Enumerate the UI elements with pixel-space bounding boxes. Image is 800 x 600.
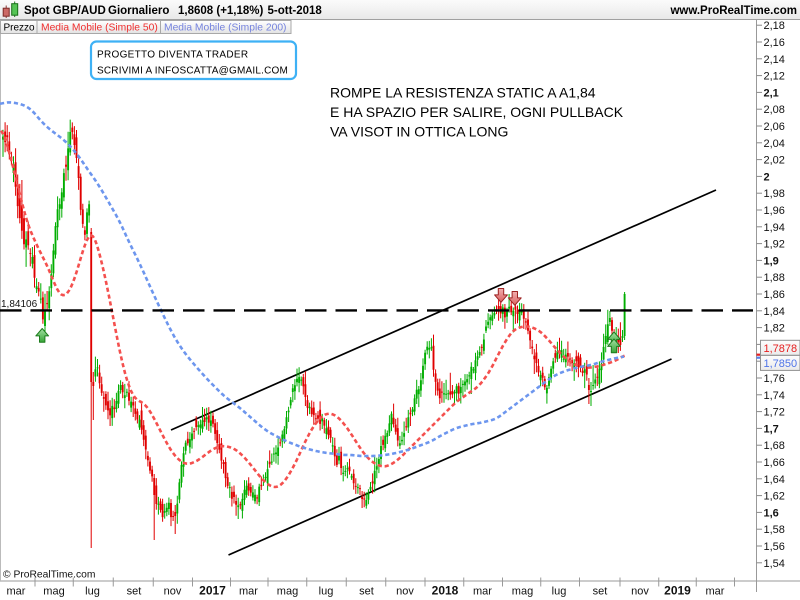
svg-text:1,7850: 1,7850 [764, 358, 798, 370]
svg-text:set: set [359, 586, 374, 598]
svg-text:2,04: 2,04 [764, 138, 785, 150]
svg-text:1,54: 1,54 [764, 558, 785, 570]
svg-text:Giornaliero: Giornaliero [108, 5, 169, 17]
svg-text:mag: mag [277, 586, 298, 598]
svg-text:nov: nov [396, 586, 414, 598]
svg-text:2,08: 2,08 [764, 104, 785, 116]
svg-text:© ProRealTime.com: © ProRealTime.com [3, 570, 95, 581]
svg-text:1,72: 1,72 [764, 407, 785, 419]
svg-text:mar: mar [706, 586, 725, 598]
svg-text:2: 2 [764, 171, 770, 183]
svg-text:1,7878: 1,7878 [764, 343, 798, 355]
svg-text:lug: lug [319, 586, 334, 598]
svg-text:PROGETTO DIVENTA TRADER: PROGETTO DIVENTA TRADER [97, 50, 248, 61]
svg-text:1,82: 1,82 [764, 323, 785, 335]
svg-text:1,96: 1,96 [764, 205, 785, 217]
svg-text:Media Mobile (Simple 200): Media Mobile (Simple 200) [164, 23, 286, 34]
svg-text:2,12: 2,12 [764, 71, 785, 83]
svg-text:1,68: 1,68 [764, 440, 785, 452]
svg-text:mag: mag [43, 586, 64, 598]
svg-text:1,86: 1,86 [764, 289, 785, 301]
svg-text:nov: nov [631, 586, 649, 598]
svg-text:1,74: 1,74 [764, 390, 785, 402]
svg-text:1,98: 1,98 [764, 188, 785, 200]
svg-text:1,62: 1,62 [764, 491, 785, 503]
svg-text:Prezzo: Prezzo [4, 23, 36, 34]
svg-text:nov: nov [164, 586, 182, 598]
svg-text:lug: lug [85, 586, 100, 598]
svg-text:1,7: 1,7 [764, 423, 779, 435]
svg-text:2,14: 2,14 [764, 54, 785, 66]
svg-text:SCRIVIMI A INFOSCATTA@GMAIL.CO: SCRIVIMI A INFOSCATTA@GMAIL.COM [97, 66, 288, 77]
svg-text:1,58: 1,58 [764, 524, 785, 536]
svg-text:mar: mar [473, 586, 492, 598]
svg-text:1,64: 1,64 [764, 474, 785, 486]
svg-text:2017: 2017 [199, 584, 226, 598]
svg-text:2,02: 2,02 [764, 155, 785, 167]
svg-text:mar: mar [239, 586, 258, 598]
svg-text:mar: mar [7, 586, 26, 598]
svg-text:1,76: 1,76 [764, 373, 785, 385]
svg-text:E HA SPAZIO PER SALIRE, OGNI P: E HA SPAZIO PER SALIRE, OGNI PULLBACK [330, 104, 624, 120]
svg-text:2019: 2019 [664, 584, 691, 598]
svg-text:2,16: 2,16 [764, 37, 785, 49]
svg-text:1,8608 (+1,18%): 1,8608 (+1,18%) [178, 5, 264, 17]
svg-text:2,06: 2,06 [764, 121, 785, 133]
svg-text:VA VISOT IN OTTICA LONG: VA VISOT IN OTTICA LONG [330, 124, 508, 140]
svg-text:1,9: 1,9 [764, 255, 779, 267]
svg-text:1,56: 1,56 [764, 541, 785, 553]
svg-text:1,84106: 1,84106 [1, 299, 38, 310]
svg-text:ROMPE LA RESISTENZA STATIC A A: ROMPE LA RESISTENZA STATIC A A1,84 [330, 85, 596, 101]
svg-text:1,94: 1,94 [764, 222, 785, 234]
svg-text:2,18: 2,18 [764, 20, 785, 32]
svg-text:Media Mobile (Simple 50): Media Mobile (Simple 50) [41, 23, 158, 34]
svg-text:mag: mag [512, 586, 533, 598]
svg-text:2018: 2018 [432, 584, 459, 598]
svg-text:Spot GBP/AUD: Spot GBP/AUD [24, 5, 106, 17]
svg-text:1,6: 1,6 [764, 507, 779, 519]
svg-text:1,66: 1,66 [764, 457, 785, 469]
svg-text:1,92: 1,92 [764, 239, 785, 251]
svg-text:www.ProRealTime.com: www.ProRealTime.com [669, 5, 797, 17]
svg-text:2,1: 2,1 [764, 87, 779, 99]
svg-text:lug: lug [552, 586, 567, 598]
svg-text:1,84: 1,84 [764, 306, 785, 318]
svg-text:set: set [127, 586, 142, 598]
svg-text:1,88: 1,88 [764, 272, 785, 284]
svg-text:5-ott-2018: 5-ott-2018 [268, 5, 323, 17]
svg-text:set: set [593, 586, 608, 598]
